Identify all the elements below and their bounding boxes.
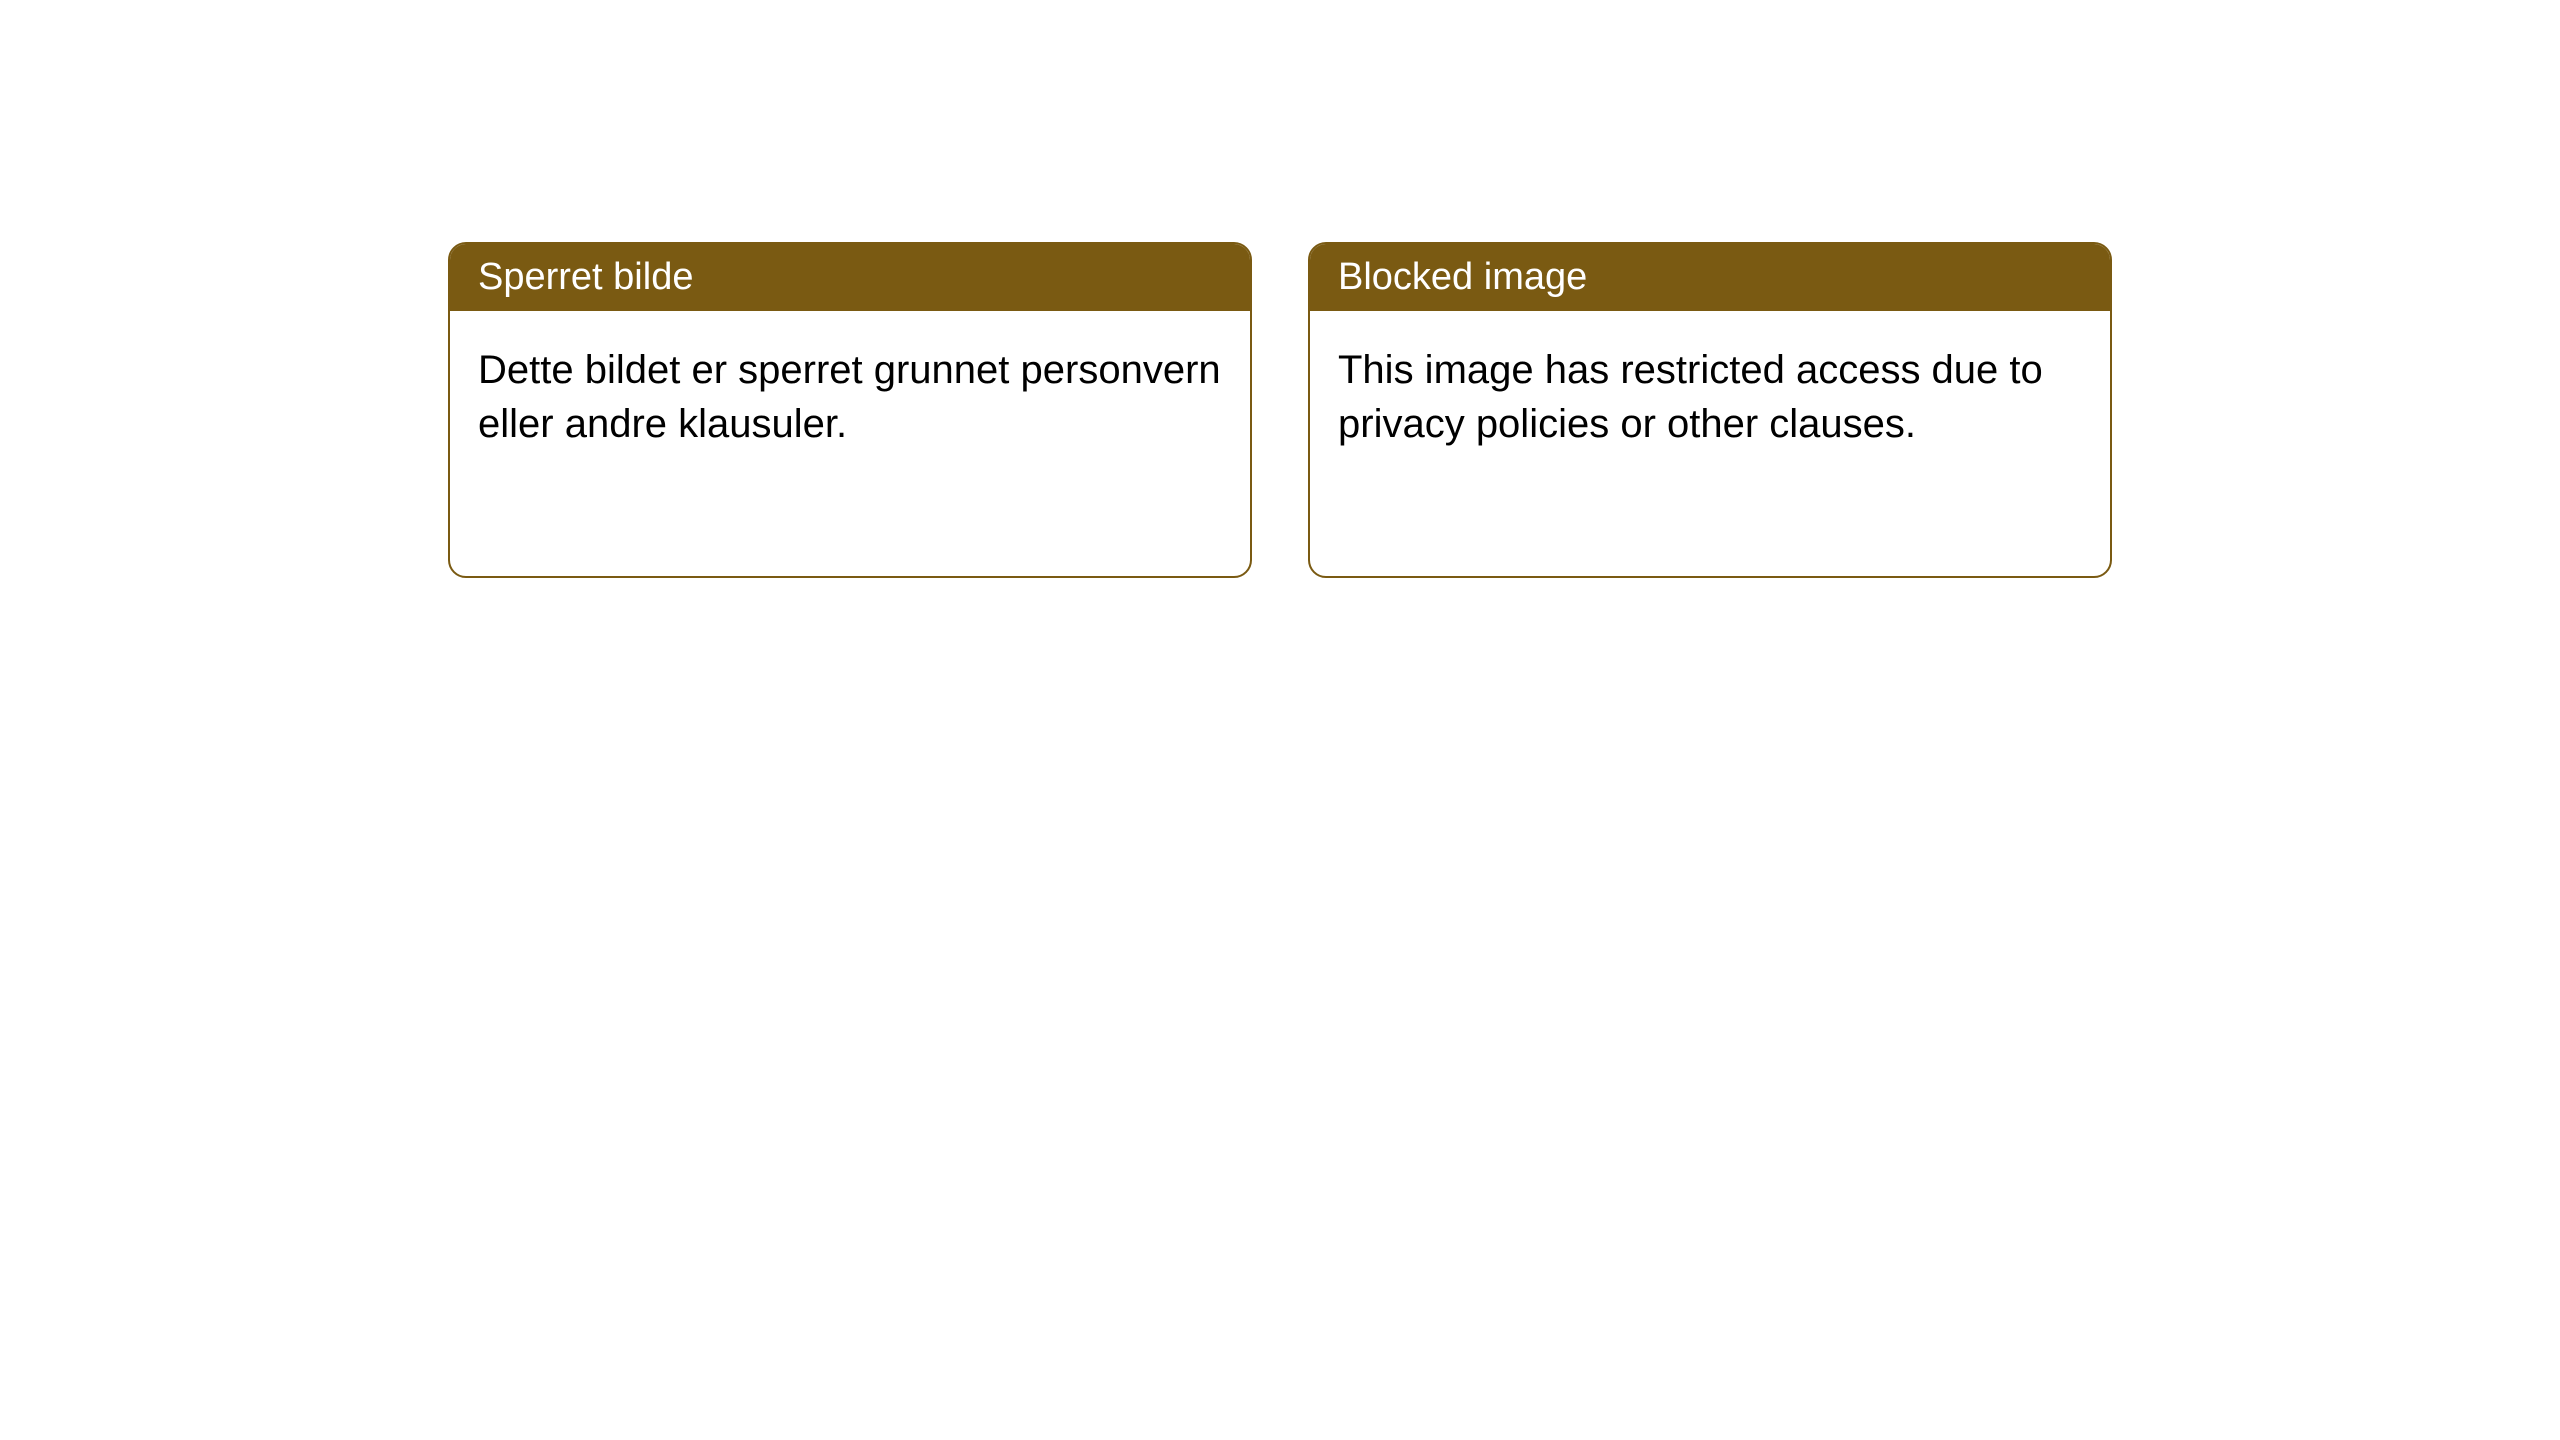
card-title-en: Blocked image [1338,256,1587,298]
card-header-en: Blocked image [1310,244,2110,311]
blocked-image-card-en: Blocked image This image has restricted … [1308,242,2112,578]
card-body-no: Dette bildet er sperret grunnet personve… [450,311,1250,483]
card-text-en: This image has restricted access due to … [1338,348,2043,446]
notice-container: Sperret bilde Dette bildet er sperret gr… [448,242,2112,578]
blocked-image-card-no: Sperret bilde Dette bildet er sperret gr… [448,242,1252,578]
card-header-no: Sperret bilde [450,244,1250,311]
card-body-en: This image has restricted access due to … [1310,311,2110,483]
card-text-no: Dette bildet er sperret grunnet personve… [478,348,1221,446]
card-title-no: Sperret bilde [478,256,693,298]
